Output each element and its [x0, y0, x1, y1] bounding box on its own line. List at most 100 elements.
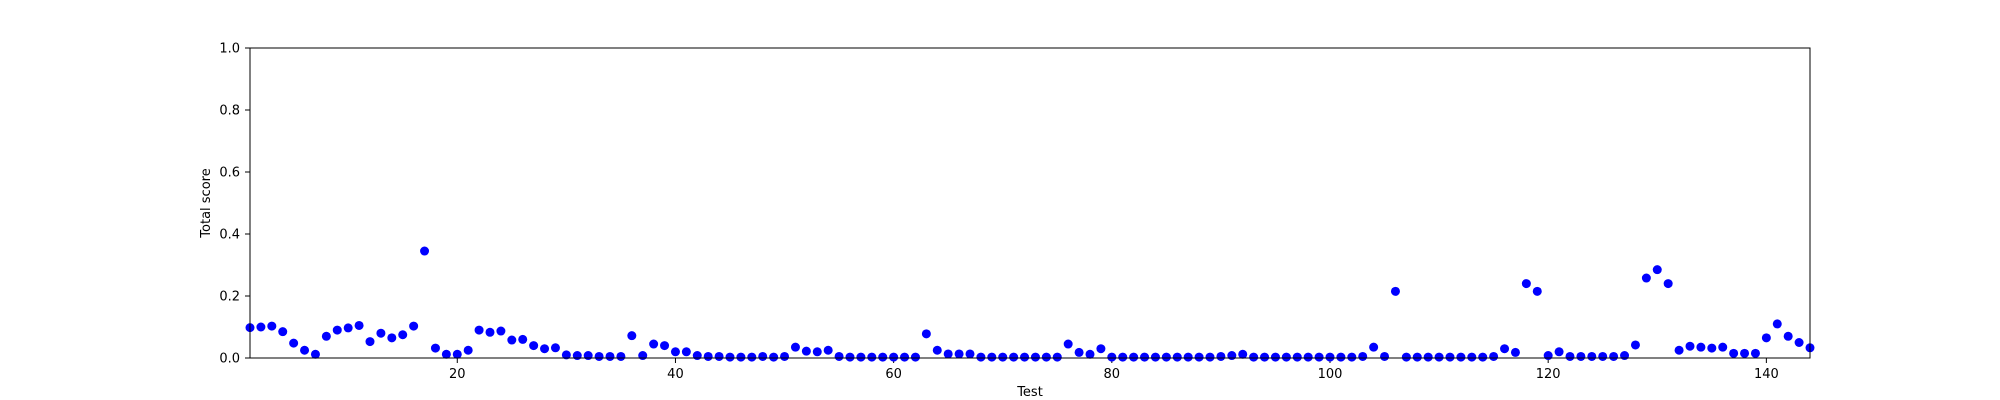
data-point [638, 351, 648, 361]
data-point [670, 347, 680, 357]
data-point [1641, 273, 1651, 283]
data-point [605, 351, 615, 361]
data-point [1554, 347, 1564, 357]
data-point [1161, 352, 1171, 362]
data-point [910, 352, 920, 362]
data-point [845, 352, 855, 362]
data-point [900, 352, 910, 362]
data-point [1336, 352, 1346, 362]
data-point [627, 331, 637, 341]
data-point [1674, 345, 1684, 355]
data-point [332, 325, 342, 335]
x-tick-label: 140 [1754, 367, 1779, 382]
plot-frame [249, 47, 1811, 359]
data-point [681, 347, 691, 357]
data-point [867, 352, 877, 362]
data-point [1510, 347, 1520, 357]
x-tick-label: 100 [1318, 367, 1343, 382]
data-point [474, 325, 484, 335]
data-point [485, 327, 495, 337]
data-point [889, 352, 899, 362]
data-point [1794, 338, 1804, 347]
data-point [1140, 352, 1150, 362]
data-point [1325, 352, 1335, 362]
data-point [561, 350, 571, 360]
data-point [769, 352, 779, 362]
data-point [1314, 352, 1324, 362]
data-points [245, 246, 1815, 362]
data-point [878, 352, 888, 362]
data-point [572, 351, 582, 361]
data-point [1249, 352, 1259, 362]
data-point [856, 352, 866, 362]
data-point [278, 327, 288, 337]
data-point [1412, 352, 1422, 362]
data-point [529, 341, 539, 351]
data-point [1772, 319, 1782, 329]
data-point [1238, 349, 1248, 359]
data-point [1761, 333, 1771, 343]
data-point [943, 349, 953, 359]
data-point [1063, 339, 1073, 349]
data-point [1685, 341, 1695, 351]
data-point [1565, 351, 1575, 361]
data-point [1401, 352, 1411, 362]
data-point [932, 345, 942, 355]
data-point [310, 349, 320, 359]
data-point [1150, 352, 1160, 362]
y-axis-label: Total score [199, 168, 214, 238]
data-point [452, 349, 462, 359]
data-point [583, 351, 593, 361]
data-point [747, 352, 757, 362]
data-point [1281, 352, 1291, 362]
data-point [1543, 351, 1553, 361]
data-point [758, 351, 768, 361]
data-point [343, 323, 353, 333]
data-point [430, 343, 440, 353]
data-point [1172, 352, 1182, 362]
y-tick-label: 1.0 [219, 42, 240, 57]
data-point [780, 351, 790, 361]
data-point [1030, 352, 1040, 362]
data-point [1380, 351, 1390, 361]
data-point [987, 352, 997, 362]
data-point [714, 351, 724, 361]
data-point [1358, 351, 1368, 361]
data-point [725, 352, 735, 362]
data-point [1369, 342, 1379, 352]
data-point [1390, 286, 1400, 296]
data-point [921, 329, 931, 339]
data-point [736, 352, 746, 362]
data-point [616, 351, 626, 361]
data-point [365, 337, 375, 347]
y-tick-label: 0.8 [219, 104, 240, 119]
data-point [790, 342, 800, 352]
data-point [289, 338, 299, 348]
data-point [1020, 352, 1030, 362]
data-point [812, 347, 822, 357]
data-point [387, 333, 397, 343]
data-point [1740, 348, 1750, 358]
data-point [420, 246, 430, 256]
data-point [1718, 342, 1728, 352]
data-point [540, 344, 550, 354]
x-axis-label: Test [1016, 385, 1043, 400]
data-point [965, 349, 975, 359]
data-point [1696, 342, 1706, 352]
y-axis-ticks: 0.0 0.2 0.4 0.6 0.8 1.0 [219, 42, 250, 367]
data-point [1532, 286, 1542, 296]
data-point [1434, 352, 1444, 362]
data-point [1292, 352, 1302, 362]
data-point [1216, 351, 1226, 361]
data-point [1118, 352, 1128, 362]
y-tick-label: 0.4 [219, 228, 240, 243]
data-point [1041, 352, 1051, 362]
data-point [1194, 352, 1204, 362]
data-point [834, 351, 844, 361]
data-point [507, 335, 517, 345]
data-point [496, 326, 506, 336]
data-point [1467, 352, 1477, 362]
data-point [1085, 349, 1095, 359]
data-point [1270, 352, 1280, 362]
